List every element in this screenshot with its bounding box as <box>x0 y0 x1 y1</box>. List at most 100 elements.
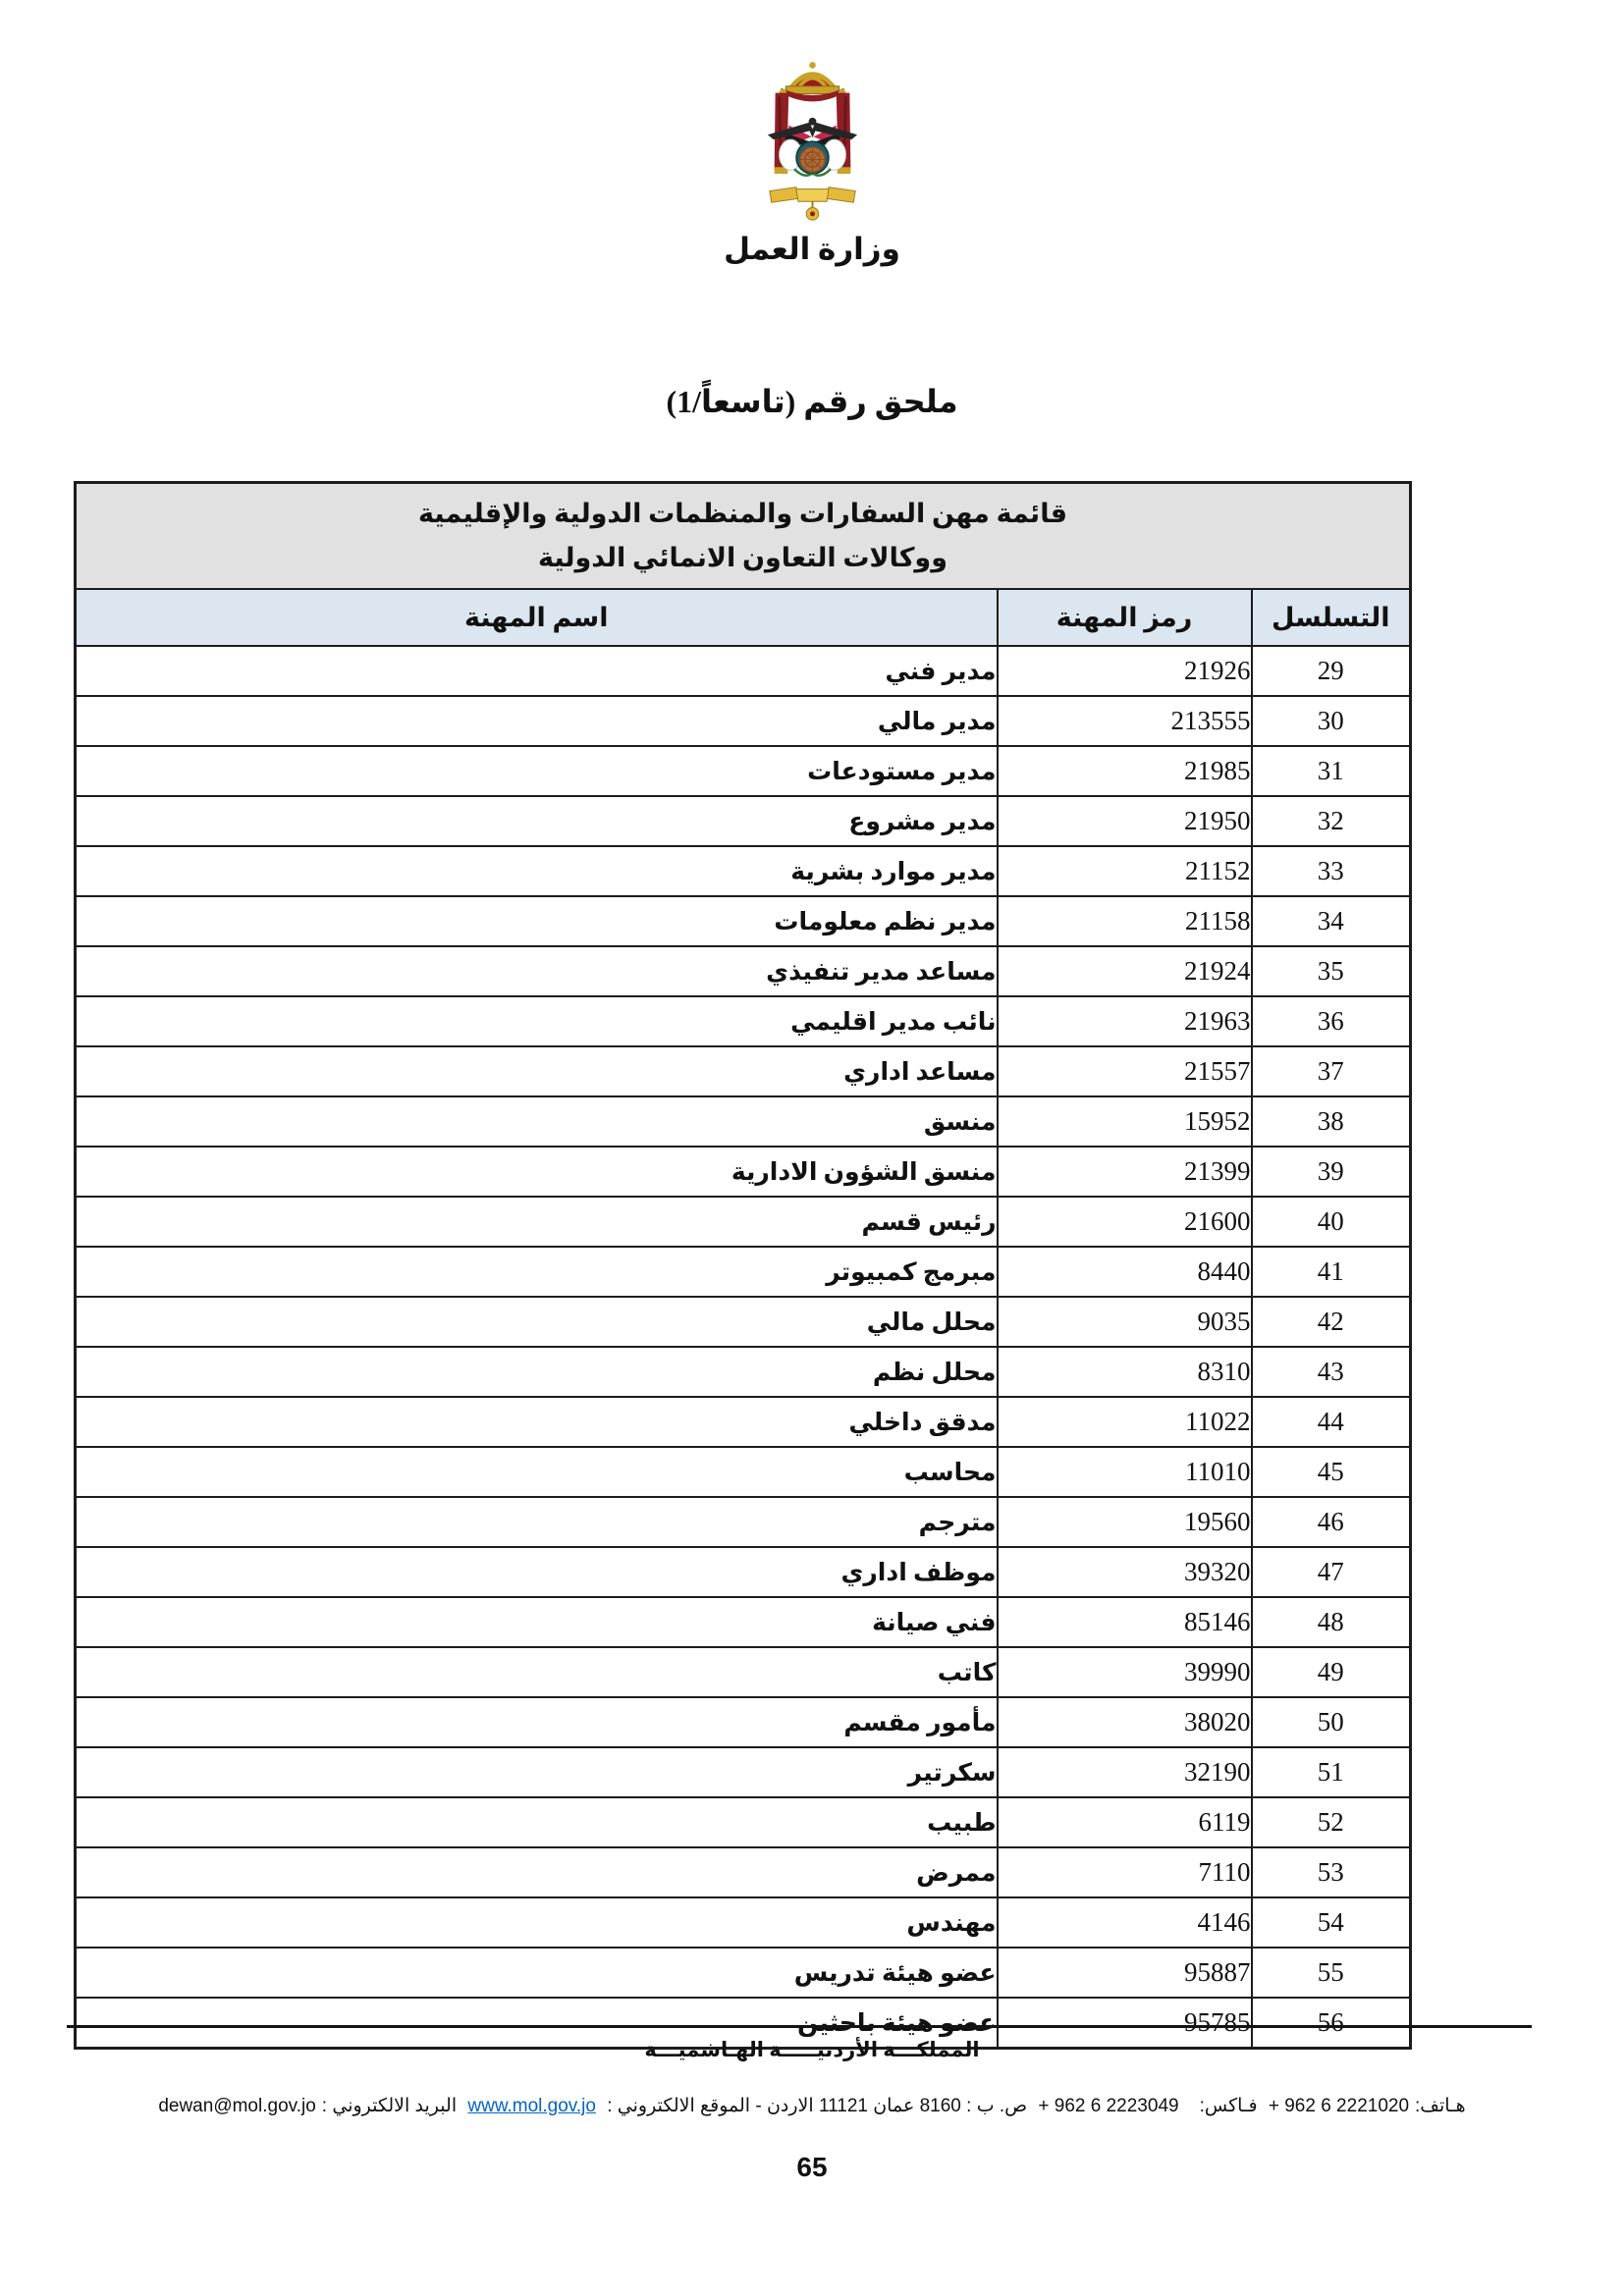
code-cell: 21399 <box>996 1146 1253 1198</box>
table-row: 53 7110 ممرض <box>74 1846 1412 1898</box>
column-header-row: التسلسل رمز المهنة اسم المهنة <box>74 588 1412 647</box>
serial-cell: 40 <box>1250 1196 1412 1248</box>
footer-divider <box>67 2025 1532 2028</box>
code-cell: 21926 <box>996 645 1253 697</box>
table-row: 38 15952 منسق <box>74 1095 1412 1148</box>
table-row: 50 38020 مأمور مقسم <box>74 1696 1412 1748</box>
table-caption-line2: ووكالات التعاون الانمائي الدولية <box>537 543 947 572</box>
phone-number: + 962 6 2221020 <box>1268 2096 1410 2116</box>
code-cell: 39320 <box>996 1546 1253 1598</box>
name-cell: مدير مستودعات <box>74 745 999 797</box>
name-cell: مدير مالي <box>74 695 999 747</box>
table-row: 52 6119 طبيب <box>74 1796 1412 1848</box>
name-cell: فني صيانة <box>74 1596 999 1648</box>
code-cell: 95887 <box>996 1947 1253 1999</box>
table-row: 41 8440 مبرمج كمبيوتر <box>74 1246 1412 1298</box>
table-row: 31 21985 مدير مستودعات <box>74 745 1412 797</box>
column-header-name: اسم المهنة <box>74 588 999 647</box>
code-cell: 8310 <box>996 1346 1253 1398</box>
name-cell: محاسب <box>74 1446 999 1498</box>
serial-cell: 39 <box>1250 1146 1412 1198</box>
code-cell: 85146 <box>996 1596 1253 1648</box>
table-caption-line1: قائمة مهن السفارات والمنظمات الدولية وال… <box>417 499 1068 529</box>
table-caption: قائمة مهن السفارات والمنظمات الدولية وال… <box>74 481 1412 590</box>
fax-number: + 962 6 2223049 <box>1038 2096 1179 2116</box>
page-number: 65 <box>796 2152 828 2182</box>
serial-cell: 49 <box>1250 1646 1412 1698</box>
name-cell: منسق <box>74 1095 999 1148</box>
serial-cell: 52 <box>1250 1796 1412 1848</box>
code-cell: 32190 <box>996 1746 1253 1798</box>
name-cell: موظف اداري <box>74 1546 999 1598</box>
table-row: 55 95887 عضو هيئة تدريس <box>74 1947 1412 1999</box>
code-cell: 21600 <box>996 1196 1253 1248</box>
serial-cell: 55 <box>1250 1947 1412 1999</box>
name-cell: طبيب <box>74 1796 999 1848</box>
code-cell: 7110 <box>996 1846 1253 1898</box>
table-row: 46 19560 مترجم <box>74 1496 1412 1548</box>
serial-cell: 30 <box>1250 695 1412 747</box>
name-cell: سكرتير <box>74 1746 999 1798</box>
code-cell: 8440 <box>996 1246 1253 1298</box>
occupations-table-wrap: قائمة مهن السفارات والمنظمات الدولية وال… <box>74 481 1412 2050</box>
name-cell: مدير موارد بشرية <box>74 845 999 897</box>
code-cell: 21950 <box>996 795 1253 847</box>
serial-cell: 32 <box>1250 795 1412 847</box>
name-cell: عضو هيئة تدريس <box>74 1947 999 1999</box>
code-cell: 9035 <box>996 1296 1253 1348</box>
name-cell: نائب مدير اقليمي <box>74 995 999 1047</box>
name-cell: مدير فني <box>74 645 999 697</box>
ministry-name: وزارة العمل <box>724 232 900 266</box>
serial-cell: 47 <box>1250 1546 1412 1598</box>
email-label: البريد الالكتروني : <box>321 2096 458 2116</box>
table-row: 45 11010 محاسب <box>74 1446 1412 1498</box>
code-cell: 21152 <box>996 845 1253 897</box>
serial-cell: 56 <box>1250 1997 1412 2050</box>
name-cell: مهندس <box>74 1896 999 1949</box>
serial-cell: 34 <box>1250 895 1412 947</box>
table-row: 33 21152 مدير موارد بشرية <box>74 845 1412 897</box>
annex-title: ملحق رقم (تاسعاً/1) <box>666 384 958 419</box>
name-cell: رئيس قسم <box>74 1196 999 1248</box>
table-row: 32 21950 مدير مشروع <box>74 795 1412 847</box>
name-cell: مساعد مدير تنفيذي <box>74 945 999 997</box>
name-cell: كاتب <box>74 1646 999 1698</box>
serial-cell: 36 <box>1250 995 1412 1047</box>
serial-cell: 54 <box>1250 1896 1412 1949</box>
serial-cell: 51 <box>1250 1746 1412 1798</box>
code-cell: 21557 <box>996 1045 1253 1097</box>
code-cell: 6119 <box>996 1796 1253 1848</box>
serial-cell: 48 <box>1250 1596 1412 1648</box>
code-cell: 21985 <box>996 745 1253 797</box>
kingdom-name: المملكـــة الأردنيـــــة الهـاشميـــة <box>644 2038 980 2061</box>
code-cell: 21924 <box>996 945 1253 997</box>
serial-cell: 46 <box>1250 1496 1412 1548</box>
name-cell: مدير نظم معلومات <box>74 895 999 947</box>
code-cell: 95785 <box>996 1997 1253 2050</box>
table-row: 47 39320 موظف اداري <box>74 1546 1412 1598</box>
table-row: 29 21926 مدير فني <box>74 645 1412 697</box>
fax-label: فـاكس: <box>1199 2096 1258 2116</box>
name-cell: محلل مالي <box>74 1296 999 1348</box>
table-row: 56 95785 عضو هيئة باحثين <box>74 1997 1412 2050</box>
code-cell: 38020 <box>996 1696 1253 1748</box>
phone-label: هـاتف: <box>1415 2096 1466 2116</box>
serial-cell: 37 <box>1250 1045 1412 1097</box>
code-cell: 21963 <box>996 995 1253 1047</box>
website-link[interactable]: www.mol.gov.jo <box>467 2096 596 2116</box>
table-row: 42 9035 محلل مالي <box>74 1296 1412 1348</box>
serial-cell: 42 <box>1250 1296 1412 1348</box>
code-cell: 11010 <box>996 1446 1253 1498</box>
name-cell: مساعد اداري <box>74 1045 999 1097</box>
name-cell: مترجم <box>74 1496 999 1548</box>
name-cell: عضو هيئة باحثين <box>74 1997 999 2050</box>
code-cell: 39990 <box>996 1646 1253 1698</box>
table-row: 40 21600 رئيس قسم <box>74 1196 1412 1248</box>
jordan-coat-of-arms-icon <box>767 62 858 221</box>
serial-cell: 33 <box>1250 845 1412 897</box>
name-cell: مبرمج كمبيوتر <box>74 1246 999 1298</box>
serial-cell: 45 <box>1250 1446 1412 1498</box>
column-header-serial: التسلسل <box>1250 588 1412 647</box>
code-cell: 213555 <box>996 695 1253 747</box>
